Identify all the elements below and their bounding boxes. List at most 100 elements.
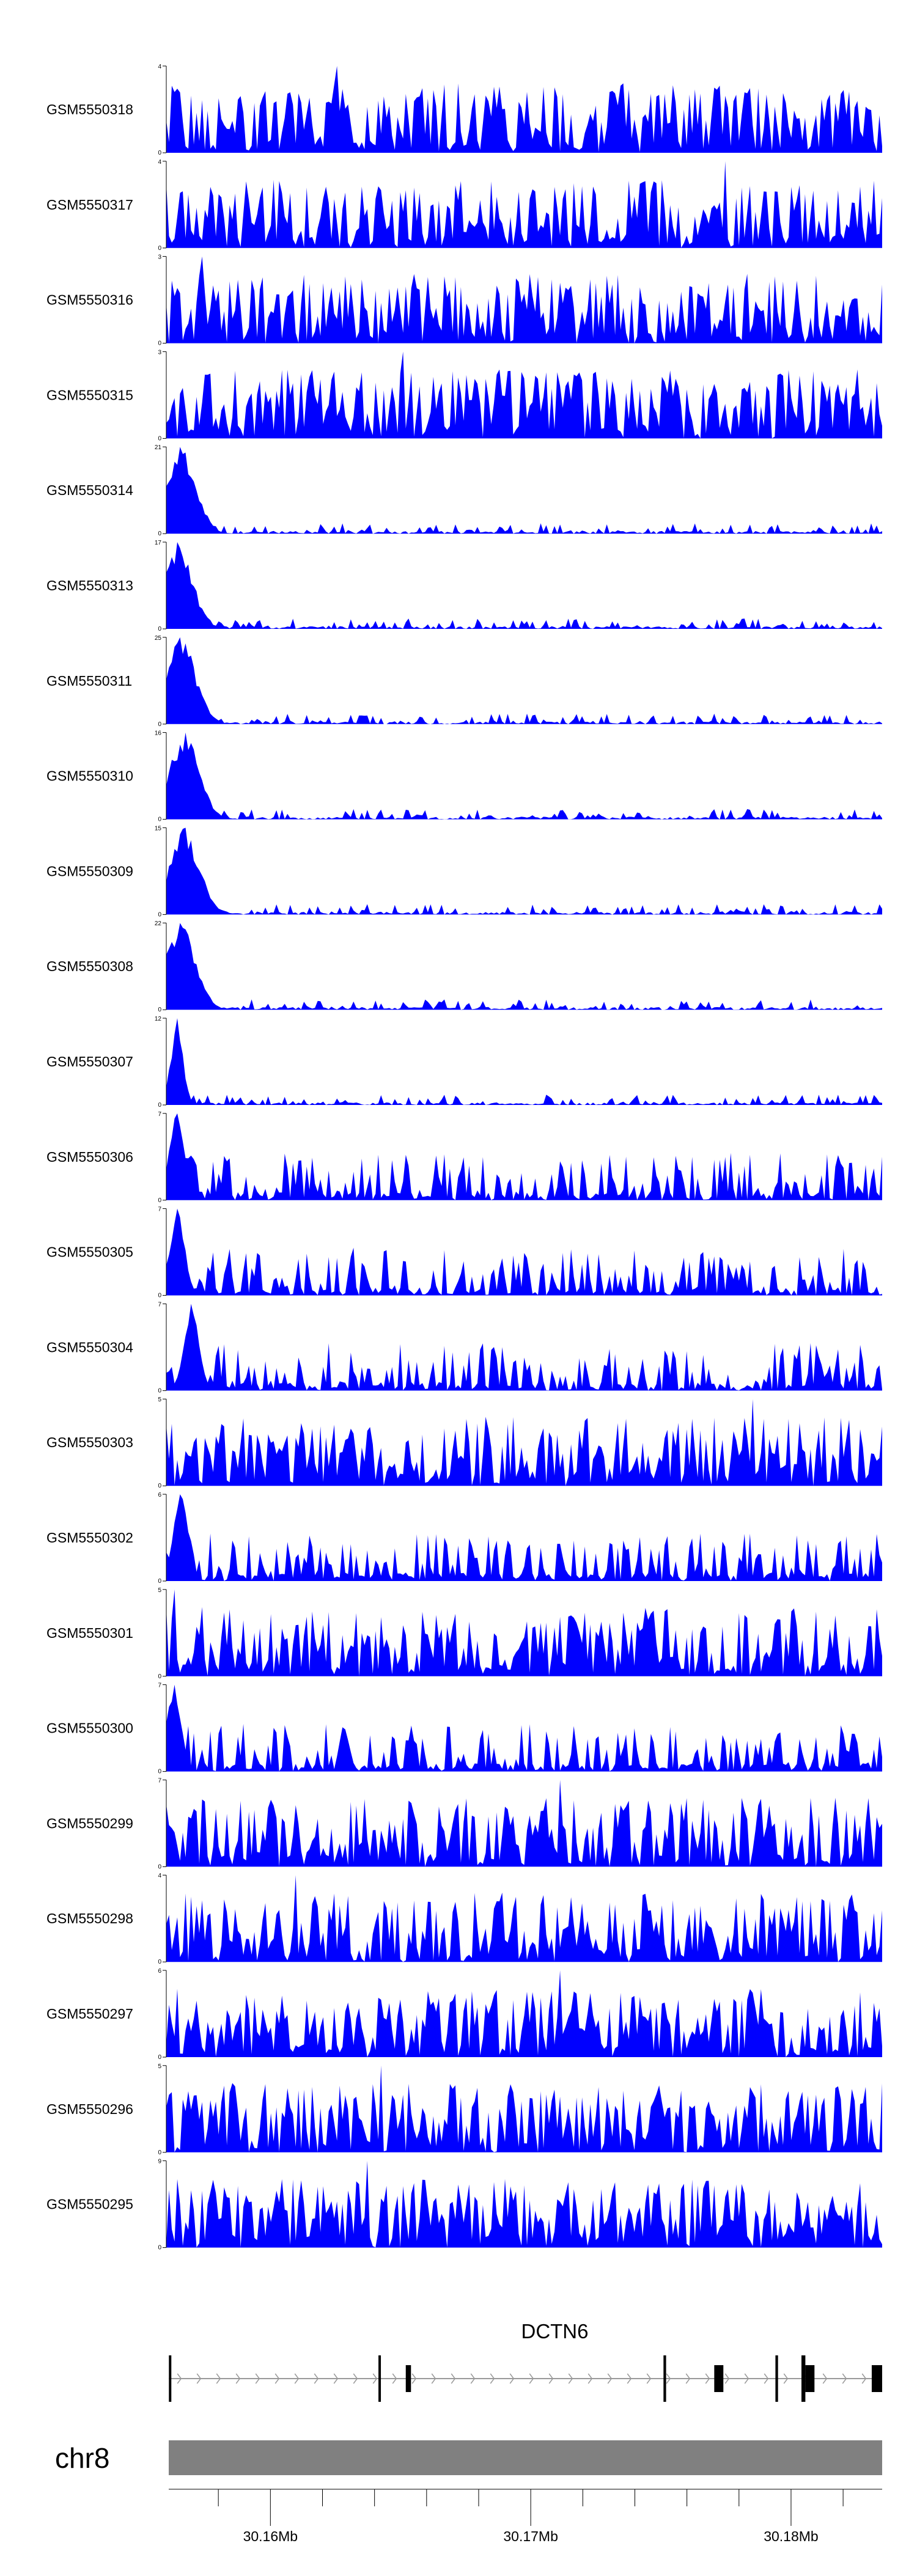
coverage-area xyxy=(166,1304,882,1391)
strand-arrow xyxy=(724,2373,730,2384)
y-max-label: 4 xyxy=(158,1873,161,1879)
track-label: GSM5550305 xyxy=(46,1244,133,1260)
strand-arrow xyxy=(333,2373,339,2384)
tick-label: 30.17Mb xyxy=(503,2528,558,2544)
track-GSM5550315: 3 0 GSM5550315 xyxy=(46,349,882,442)
y-max-label: 3 xyxy=(158,254,161,261)
y-min-label: 0 xyxy=(158,816,161,823)
y-max-label: 21 xyxy=(155,444,162,451)
coverage-area xyxy=(166,1494,882,1581)
coverage-area xyxy=(166,1018,882,1105)
track-label: GSM5550316 xyxy=(46,292,133,308)
track-label: GSM5550309 xyxy=(46,863,133,879)
track-label: GSM5550317 xyxy=(46,197,133,213)
track-label: GSM5550311 xyxy=(46,673,132,689)
y-min-label: 0 xyxy=(158,245,161,252)
strand-arrow xyxy=(255,2373,260,2384)
y-min-label: 0 xyxy=(158,1387,161,1394)
exon-utr xyxy=(378,2355,381,2402)
y-max-label: 3 xyxy=(158,349,161,356)
strand-arrow xyxy=(568,2373,573,2384)
track-GSM5550306: 7 0 GSM5550306 xyxy=(46,1111,882,1204)
genome-axis: 30.16Mb 30.17Mb 30.18Mb xyxy=(169,2489,882,2544)
coverage-area xyxy=(166,1970,882,2057)
coverage-area xyxy=(166,1208,882,1296)
coverage-area xyxy=(166,66,882,153)
y-min-label: 0 xyxy=(158,2245,161,2251)
track-GSM5550318: 4 0 GSM5550318 xyxy=(46,64,882,156)
y-max-label: 5 xyxy=(158,1587,161,1594)
coverage-area xyxy=(166,161,882,248)
exon-cds xyxy=(775,2355,778,2402)
strand-arrow xyxy=(548,2373,554,2384)
y-max-label: 6 xyxy=(158,1492,161,1499)
track-label: GSM5550318 xyxy=(46,101,133,117)
track-GSM5550311: 25 0 GSM5550311 xyxy=(46,635,882,728)
track-label: GSM5550303 xyxy=(46,1434,133,1450)
y-max-label: 4 xyxy=(158,159,161,166)
strand-arrow xyxy=(783,2373,789,2384)
track-label: GSM5550297 xyxy=(46,2006,133,2022)
track-label: GSM5550310 xyxy=(46,768,133,784)
track-GSM5550297: 6 0 GSM5550297 xyxy=(46,1968,882,2061)
track-GSM5550301: 5 0 GSM5550301 xyxy=(46,1587,882,1680)
y-max-label: 7 xyxy=(158,1301,161,1308)
y-max-label: 5 xyxy=(158,2063,161,2070)
track-label: GSM5550302 xyxy=(46,1530,133,1546)
strand-arrow xyxy=(705,2373,710,2384)
coverage-area xyxy=(166,2065,882,2152)
chromosome-bar xyxy=(169,2440,882,2475)
coverage-area xyxy=(166,542,882,629)
y-min-label: 0 xyxy=(158,911,161,918)
track-label: GSM5550296 xyxy=(46,2101,133,2117)
track-label: GSM5550299 xyxy=(46,1815,133,1831)
track-label: GSM5550304 xyxy=(46,1339,133,1355)
strand-arrow xyxy=(861,2373,867,2384)
track-GSM5550299: 7 0 GSM5550299 xyxy=(46,1777,882,1870)
strand-arrow xyxy=(392,2373,397,2384)
exon-cds xyxy=(405,2365,411,2392)
y-min-label: 0 xyxy=(158,1769,161,1775)
strand-arrow xyxy=(314,2373,319,2384)
strand-arrow xyxy=(744,2373,749,2384)
strand-arrow xyxy=(646,2373,652,2384)
coverage-area xyxy=(166,1684,882,1772)
y-min-label: 0 xyxy=(158,721,161,728)
track-label: GSM5550313 xyxy=(46,578,133,593)
coverage-tracks: 4 0 GSM5550318 4 0 GSM5550317 3 0 GSM5550316 3 0 GS… xyxy=(46,64,882,2251)
y-min-label: 0 xyxy=(158,340,161,347)
track-label: GSM5550314 xyxy=(46,482,133,498)
y-min-label: 0 xyxy=(158,435,161,442)
y-min-label: 0 xyxy=(158,1007,161,1013)
track-GSM5550300: 7 0 GSM5550300 xyxy=(46,1682,882,1775)
strand-arrow xyxy=(177,2373,182,2384)
y-max-label: 12 xyxy=(155,1016,162,1022)
track-GSM5550303: 5 0 GSM5550303 xyxy=(46,1396,882,1489)
strand-arrow xyxy=(509,2373,515,2384)
exon-cds xyxy=(871,2365,882,2392)
strand-arrow xyxy=(607,2373,613,2384)
exon-cds xyxy=(663,2355,666,2402)
strand-arrow xyxy=(216,2373,221,2384)
track-label: GSM5550306 xyxy=(46,1149,133,1165)
y-max-label: 4 xyxy=(158,64,161,70)
y-max-label: 5 xyxy=(158,1396,161,1403)
y-min-label: 0 xyxy=(158,2054,161,2061)
track-label: GSM5550301 xyxy=(46,1625,133,1641)
track-GSM5550302: 6 0 GSM5550302 xyxy=(46,1492,882,1585)
coverage-area xyxy=(166,923,882,1010)
tick-label: 30.16Mb xyxy=(243,2528,298,2544)
strand-arrow xyxy=(490,2373,495,2384)
track-label: GSM5550295 xyxy=(46,2196,133,2212)
y-max-label: 7 xyxy=(158,1682,161,1689)
y-max-label: 25 xyxy=(155,635,162,642)
strand-arrow xyxy=(666,2373,671,2384)
track-GSM5550305: 7 0 GSM5550305 xyxy=(46,1206,882,1299)
y-min-label: 0 xyxy=(158,1293,161,1299)
y-min-label: 0 xyxy=(158,1673,161,1680)
strand-arrow xyxy=(685,2373,691,2384)
y-max-label: 22 xyxy=(155,920,162,927)
strand-arrow xyxy=(529,2373,534,2384)
track-label: GSM5550307 xyxy=(46,1054,133,1070)
